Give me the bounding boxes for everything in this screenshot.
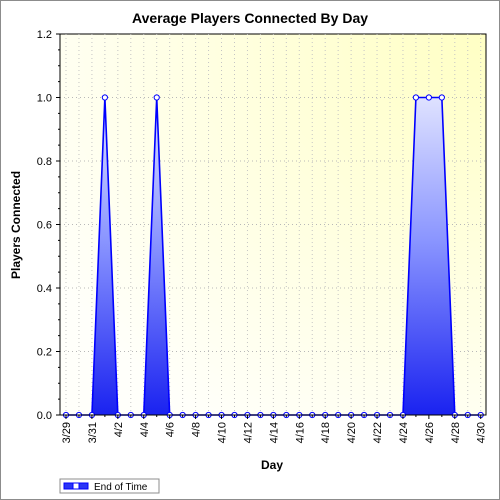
- x-axis-label: Day: [261, 458, 283, 472]
- y-tick-label: 0.0: [37, 410, 52, 422]
- data-point: [412, 94, 420, 101]
- chart-title: Average Players Connected By Day: [132, 10, 368, 26]
- y-tick-label: 0.4: [37, 283, 52, 295]
- x-tick-label: 4/6: [165, 422, 177, 437]
- data-point: [153, 94, 160, 101]
- x-tick-label: 4/22: [372, 422, 384, 443]
- grid-lines: [60, 34, 486, 415]
- x-tick-label: 4/12: [242, 422, 254, 443]
- legend-label: End of Time: [94, 482, 148, 493]
- x-tick-label: 4/28: [450, 422, 462, 443]
- x-tick-label: 3/31: [87, 422, 99, 443]
- y-tick-label: 0.2: [37, 347, 52, 359]
- data-point: [425, 94, 432, 101]
- x-tick-label: 4/30: [476, 422, 488, 443]
- y-tick-label: 0.8: [37, 156, 52, 168]
- y-tick-label: 0.6: [37, 220, 52, 232]
- x-tick-label: 4/4: [139, 422, 151, 437]
- axes: [56, 33, 486, 419]
- x-tick-label: 4/16: [294, 422, 306, 443]
- legend-marker-icon: [72, 482, 80, 490]
- legend: End of Time: [59, 478, 160, 494]
- series-area: [66, 97, 481, 415]
- x-tick-label: 4/18: [320, 422, 332, 443]
- series-area-fill: [66, 97, 481, 415]
- x-tick-label: 4/2: [113, 422, 125, 437]
- y-axis-label: Players Connected: [9, 171, 23, 279]
- data-point: [438, 94, 445, 101]
- x-tick-label: 4/24: [398, 422, 410, 443]
- x-tick-label: 4/8: [191, 422, 203, 437]
- y-tick-label: 1.2: [37, 29, 52, 41]
- y-tick-labels: 0.0 0.2 0.4 0.6 0.8 1.0 1.2: [37, 29, 52, 422]
- x-tick-labels: 3/29 3/31 4/2 4/4 4/6 4/8 4/10 4/12 4/14 4/16 4/18…: [61, 422, 488, 443]
- x-tick-label: 4/26: [424, 422, 436, 443]
- x-tick-label: 3/29: [61, 422, 73, 443]
- x-tick-label: 4/20: [346, 422, 358, 443]
- x-tick-label: 4/10: [217, 422, 229, 443]
- data-point: [101, 94, 108, 101]
- x-tick-label: 4/14: [268, 422, 280, 443]
- y-tick-label: 1.0: [37, 93, 52, 105]
